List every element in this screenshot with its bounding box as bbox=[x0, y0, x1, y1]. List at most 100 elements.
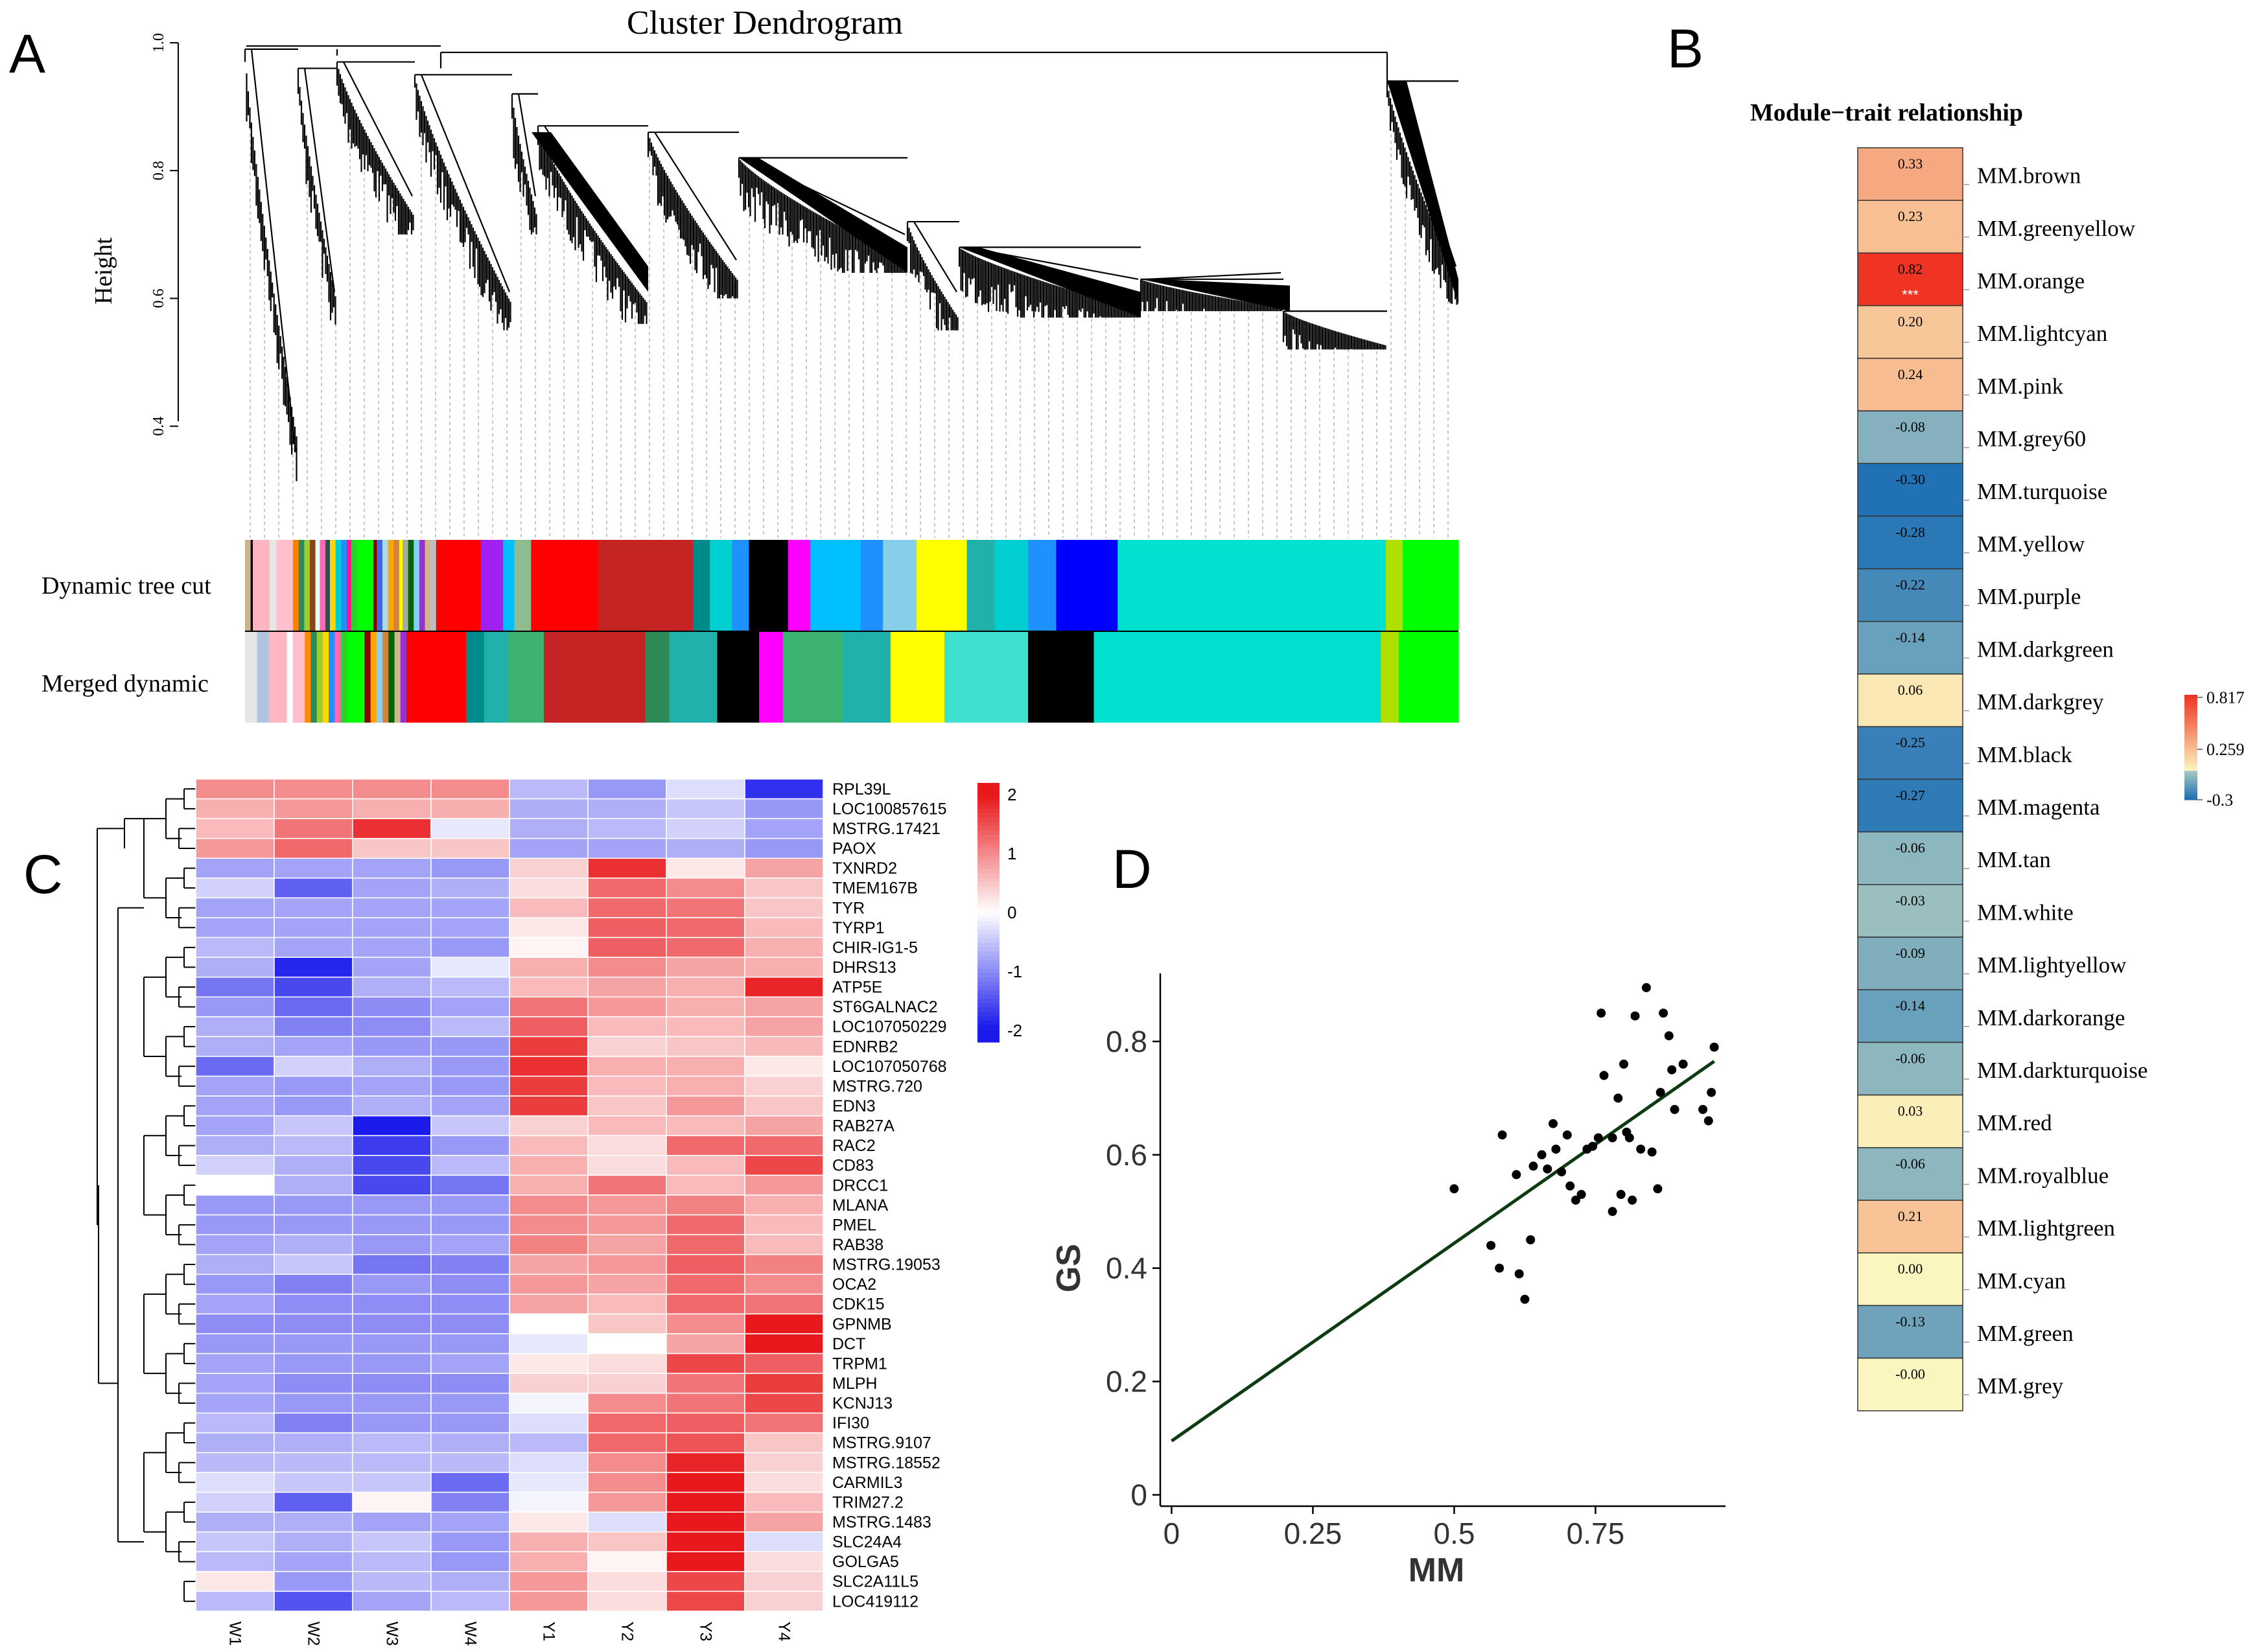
expression-cell bbox=[195, 1056, 275, 1077]
y-tick-label: 0.8 bbox=[1106, 1025, 1147, 1058]
expression-cell bbox=[744, 897, 824, 918]
expression-cell bbox=[274, 1016, 353, 1038]
expression-cell bbox=[666, 897, 745, 918]
legend-step bbox=[977, 977, 1000, 983]
gene-label: GOLGA5 bbox=[832, 1553, 899, 1571]
dynamic-tree-cut-segment bbox=[503, 540, 515, 631]
expression-cell bbox=[587, 1531, 667, 1553]
merged-dynamic-segment bbox=[364, 632, 371, 723]
expression-cell bbox=[744, 1531, 824, 1553]
y-tick-label: 0.4 bbox=[150, 417, 167, 436]
panel-d-letter: D bbox=[1112, 839, 1152, 900]
module-trait-value: -0.27 bbox=[1895, 787, 1925, 803]
sample-label: W3 bbox=[383, 1622, 401, 1646]
expression-cell bbox=[195, 1551, 275, 1572]
expression-cell bbox=[195, 1373, 275, 1394]
scatter-point bbox=[1597, 1008, 1606, 1018]
panel-b-letter: B bbox=[1667, 18, 1703, 79]
expression-cell bbox=[274, 1432, 353, 1454]
module-trait-value: -0.14 bbox=[1895, 629, 1925, 646]
expression-cell bbox=[666, 1373, 745, 1394]
legend-step bbox=[977, 861, 1000, 866]
expression-cell bbox=[195, 976, 275, 998]
panel-a: A Cluster Dendrogram 1.0 0.8 0.6 0.4 Height… bbox=[9, 5, 1459, 723]
module-label: MM.turquoise bbox=[1977, 479, 2107, 504]
expression-cell bbox=[509, 976, 589, 998]
legend-step bbox=[977, 783, 1000, 788]
merged-dynamic-segment bbox=[1381, 632, 1399, 723]
colorbar-step bbox=[2184, 781, 2197, 785]
module-trait-cell bbox=[1857, 673, 1963, 727]
expression-cell bbox=[587, 798, 667, 819]
module-label: MM.royalblue bbox=[1977, 1163, 2109, 1188]
expression-cell bbox=[666, 1174, 745, 1196]
expression-cell bbox=[509, 996, 589, 1018]
expression-cell bbox=[195, 1333, 275, 1355]
scatter-point bbox=[1613, 1093, 1623, 1103]
colorbar-step bbox=[2184, 771, 2197, 774]
module-label: MM.greenyellow bbox=[1977, 216, 2136, 241]
expression-cell bbox=[430, 1452, 510, 1473]
legend-step bbox=[977, 1016, 1000, 1021]
expression-cell bbox=[666, 818, 745, 839]
module-label: MM.darkgrey bbox=[1977, 690, 2104, 715]
colorbar-step bbox=[2184, 752, 2197, 756]
expression-cell bbox=[744, 976, 824, 998]
module-trait-cell bbox=[1857, 147, 1963, 201]
module-trait-value: 0.20 bbox=[1898, 314, 1923, 330]
expression-cell bbox=[666, 1333, 745, 1355]
expression-cell bbox=[352, 1115, 432, 1137]
colorbar-step bbox=[2184, 715, 2197, 719]
module-trait-value: 0.00 bbox=[1898, 1261, 1923, 1277]
dendrogram-branches bbox=[244, 45, 1458, 482]
expression-cell bbox=[666, 1095, 745, 1117]
legend-step bbox=[977, 1012, 1000, 1017]
colorbar-step bbox=[2184, 736, 2197, 740]
legend-label: 0 bbox=[1007, 903, 1016, 922]
colorbar-step bbox=[2184, 758, 2197, 761]
expression-cell bbox=[587, 897, 667, 918]
gene-label: MSTRG.17421 bbox=[832, 820, 941, 838]
expression-cell bbox=[744, 1115, 824, 1137]
gene-label: MSTRG.720 bbox=[832, 1077, 922, 1095]
dynamic-tree-cut-segment bbox=[250, 540, 253, 631]
dynamic-tree-cut-segment bbox=[1056, 540, 1118, 631]
expression-cell bbox=[587, 1056, 667, 1077]
gene-label: LOC100857615 bbox=[832, 800, 947, 818]
expression-cell bbox=[666, 1571, 745, 1592]
expression-cell bbox=[195, 1095, 275, 1117]
gene-label: TYRP1 bbox=[832, 919, 885, 937]
expression-cell bbox=[430, 1353, 510, 1374]
legend-step bbox=[977, 796, 1000, 801]
expression-cell bbox=[509, 1155, 589, 1176]
gene-label: RAB27A bbox=[832, 1117, 895, 1135]
y-tick-label: 0.4 bbox=[1106, 1251, 1147, 1285]
expression-cell bbox=[744, 1036, 824, 1057]
module-trait-cell bbox=[1857, 568, 1963, 622]
dynamic-tree-cut-segment bbox=[315, 540, 321, 631]
module-trait-cell bbox=[1857, 463, 1963, 517]
expression-cell bbox=[430, 1373, 510, 1394]
module-label: MM.brown bbox=[1977, 163, 2081, 189]
leaf-guide-lines bbox=[250, 100, 1449, 538]
panel-d: D 0 0.2 0.4 0.6 0.8 0 0.25 0.5 0.75 MM GS bbox=[1050, 839, 1725, 1589]
merged-dynamic-segment bbox=[394, 632, 401, 723]
colorbar-step bbox=[2184, 745, 2197, 748]
y-tick-label: 0.6 bbox=[1106, 1138, 1147, 1172]
legend-step bbox=[977, 934, 1000, 939]
expression-cell bbox=[352, 1531, 432, 1553]
gene-label: TMEM167B bbox=[832, 879, 918, 898]
expression-cell bbox=[666, 1412, 745, 1434]
legend-step bbox=[977, 903, 1000, 909]
expression-cell bbox=[587, 1571, 667, 1592]
dynamic-tree-cut-segment bbox=[245, 540, 252, 631]
expression-cell bbox=[195, 1075, 275, 1097]
legend-step bbox=[977, 809, 1000, 814]
scatter-point bbox=[1551, 1145, 1561, 1154]
colorbar-step bbox=[2184, 734, 2197, 738]
expression-cell bbox=[744, 1412, 824, 1434]
expression-cell bbox=[195, 1115, 275, 1137]
expression-cell bbox=[509, 937, 589, 958]
expression-cell bbox=[274, 1333, 353, 1355]
expression-cell bbox=[666, 1452, 745, 1473]
